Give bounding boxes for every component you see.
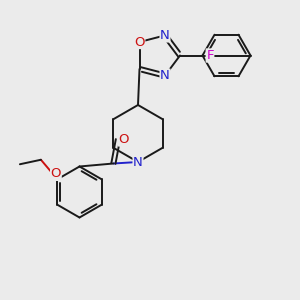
Text: O: O	[119, 133, 129, 146]
Text: N: N	[133, 155, 143, 169]
Text: O: O	[51, 167, 61, 180]
Text: F: F	[206, 49, 214, 62]
Text: N: N	[160, 69, 170, 82]
Text: O: O	[134, 35, 145, 49]
Text: N: N	[160, 29, 170, 42]
